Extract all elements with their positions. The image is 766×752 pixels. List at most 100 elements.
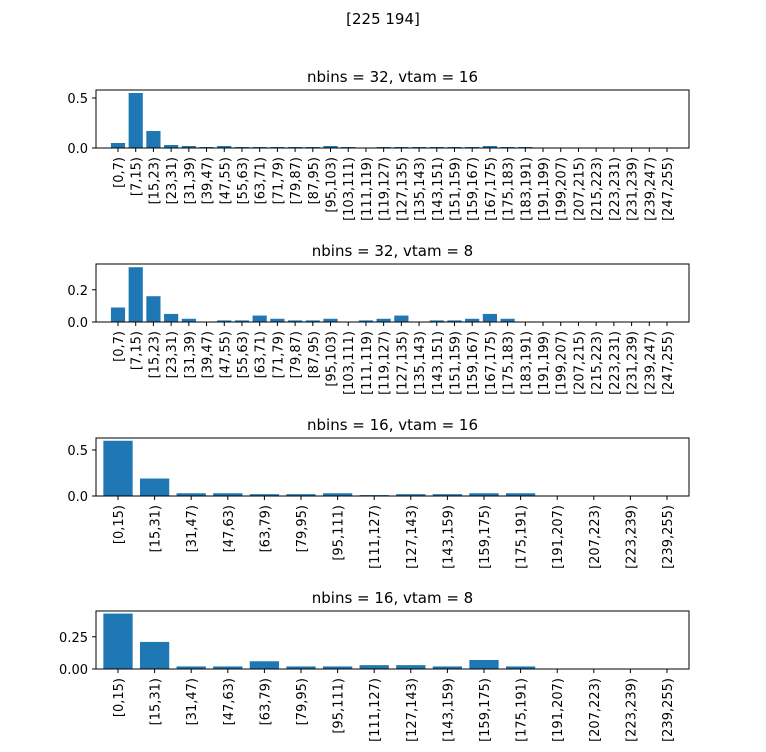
axes-frame xyxy=(95,610,690,670)
x-tick-label: [87,95) xyxy=(307,331,322,378)
bar xyxy=(270,318,285,322)
bar xyxy=(469,493,499,496)
x-tick-label: [63,79) xyxy=(258,678,273,725)
x-tick-label: [127,143) xyxy=(405,505,420,569)
chart-panel-1: nbins = 32, vtam = 160.00.5[0,7) [7,15) [1… xyxy=(67,68,690,221)
bar xyxy=(432,494,463,496)
x-tick-label: [151,159) xyxy=(448,157,463,221)
bar xyxy=(181,318,196,322)
x-tick-label: [207,215) xyxy=(572,157,587,221)
x-tick-label: [0,7) xyxy=(112,157,127,188)
x-tick-label: [111,127) xyxy=(368,505,383,569)
bar xyxy=(146,296,161,322)
bar xyxy=(213,493,243,496)
x-tick-label: [127,135) xyxy=(395,331,410,395)
x-tick-label: [175,191) xyxy=(515,505,530,569)
bar xyxy=(500,318,515,322)
x-tick-label: [135,143) xyxy=(413,157,428,221)
x-tick-label: [63,79) xyxy=(258,505,273,552)
x-tick-label: [47,55) xyxy=(218,331,233,378)
x-tick-label: [191,199) xyxy=(537,331,552,395)
x-tick-label: [143,159) xyxy=(441,505,456,569)
bar xyxy=(447,320,462,322)
bar xyxy=(396,494,426,496)
x-tick-label: [175,183) xyxy=(502,331,517,395)
x-tick-label: [79,87) xyxy=(289,331,304,378)
x-tick-label: [167,175) xyxy=(484,157,499,221)
y-tick-label: 0.0 xyxy=(67,490,88,505)
x-tick-label: [135,143) xyxy=(413,331,428,395)
x-tick-label: [47,63) xyxy=(222,678,237,725)
bar xyxy=(181,146,196,148)
bar xyxy=(249,661,280,669)
x-tick-label: [15,23) xyxy=(147,157,162,204)
x-tick-label: [31,47) xyxy=(185,678,200,725)
x-tick-label: [23,31) xyxy=(165,157,180,204)
y-tick-label: 0.25 xyxy=(59,631,88,646)
chart-panel-4: nbins = 16, vtam = 8 0.00 0.25 [0,15) [15,31… xyxy=(59,589,690,742)
x-tick-label: [0,7) xyxy=(112,331,127,362)
x-tick-label: [175,183) xyxy=(502,157,517,221)
x-tick-label: [159,175) xyxy=(478,505,493,569)
x-tick-label: [95,103) xyxy=(325,331,340,387)
x-tick-label: [167,175) xyxy=(484,331,499,395)
x-tick-label: [191,199) xyxy=(537,157,552,221)
x-tick-label: [87,95) xyxy=(307,157,322,204)
bar xyxy=(176,666,206,669)
x-tick-label: [239,247) xyxy=(643,157,658,221)
bar xyxy=(432,666,463,669)
x-tick-label: [47,63) xyxy=(222,505,237,552)
chart-panel-2: nbins = 32, vtam = 80.00.2[0,7) [7,15) [15… xyxy=(67,242,690,395)
y-tick-label: 0.00 xyxy=(59,663,88,678)
bar xyxy=(217,146,232,148)
x-tick-label: [199,207) xyxy=(555,157,570,221)
x-tick-label: [0,15) xyxy=(112,678,127,717)
x-tick-label: [79,95) xyxy=(295,505,310,552)
x-tick-label: [15,23) xyxy=(147,331,162,378)
axes-frame xyxy=(95,89,690,149)
x-tick-label: [119,127) xyxy=(378,157,393,221)
x-tick-label: [127,135) xyxy=(395,157,410,221)
bar xyxy=(465,318,480,322)
bar xyxy=(505,493,536,496)
x-tick-label: [103,111) xyxy=(342,157,357,221)
bar xyxy=(146,131,161,148)
x-tick-label: [143,151) xyxy=(431,331,446,395)
x-tick-label: [15,31) xyxy=(149,505,164,552)
x-tick-label: [191,207) xyxy=(551,505,566,569)
bar xyxy=(396,665,426,669)
chart-panel-3: nbins = 16, vtam = 16 0.0 0.5 [0,15) [15,31)… xyxy=(67,416,690,569)
x-tick-label: [15,31) xyxy=(149,678,164,725)
x-tick-label: [31,39) xyxy=(183,157,198,204)
bar xyxy=(286,666,316,669)
x-tick-label: [7,15) xyxy=(130,157,145,196)
x-tick-label: [103,111) xyxy=(342,331,357,395)
x-tick-label: [199,207) xyxy=(555,331,570,395)
x-tick-label: [183,191) xyxy=(519,331,534,395)
x-tick-label: [159,167) xyxy=(466,157,481,221)
x-tick-label: [39,47) xyxy=(201,157,216,204)
bar xyxy=(164,145,179,148)
x-tick-label: [223,231) xyxy=(608,331,623,395)
x-tick-label: [239,247) xyxy=(643,331,658,395)
x-tick-label: [63,71) xyxy=(254,157,269,204)
x-tick-label: [79,95) xyxy=(295,678,310,725)
bar xyxy=(323,146,338,148)
y-tick-label: 0.5 xyxy=(67,444,88,459)
x-tick-label: [95,111) xyxy=(332,505,347,561)
bar xyxy=(429,320,444,322)
x-tick-label: [95,103) xyxy=(325,157,340,213)
x-tick-label: [143,151) xyxy=(431,157,446,221)
x-tick-label: [95,111) xyxy=(332,678,347,734)
bar xyxy=(359,665,389,669)
bar xyxy=(469,659,499,669)
bar xyxy=(394,315,409,322)
bar xyxy=(288,320,303,322)
bar xyxy=(110,143,126,148)
bar xyxy=(505,666,536,669)
bar xyxy=(164,313,179,322)
x-tick-label: [207,223) xyxy=(588,678,603,742)
x-tick-label: [47,55) xyxy=(218,157,233,204)
axes-frame xyxy=(95,263,690,323)
